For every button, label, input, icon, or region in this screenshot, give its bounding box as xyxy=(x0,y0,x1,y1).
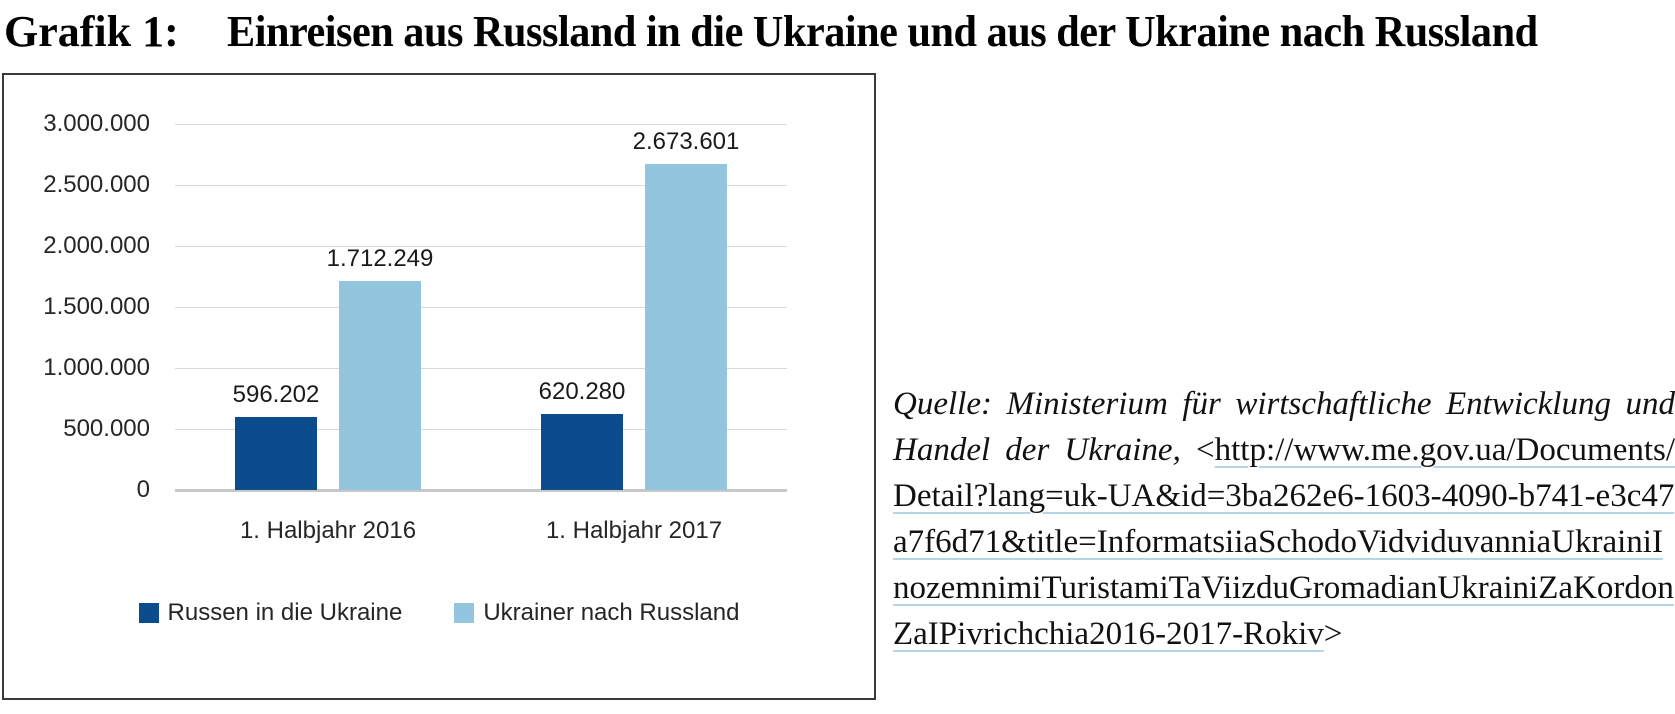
gridline xyxy=(175,429,787,430)
gridline xyxy=(175,489,787,492)
legend-label: Russen in die Ukraine xyxy=(167,599,403,626)
source-url-close-bracket: > xyxy=(1323,616,1343,652)
bar-value-label: 2.673.601 xyxy=(632,128,740,155)
gridline xyxy=(175,368,787,369)
bar-dark-cat2 xyxy=(541,414,623,490)
gridline xyxy=(175,246,787,247)
gridline xyxy=(175,307,787,308)
figure-title: Grafik 1: Einreisen aus Russland in die … xyxy=(4,6,1673,64)
bar-dark-cat1 xyxy=(235,417,317,490)
source-link[interactable]: http://www.me.gov.ua/Documents/Detail?la… xyxy=(893,432,1675,652)
source-citation: Quelle: Ministerium für wirtschaftliche … xyxy=(893,381,1675,657)
source-url-open-bracket: < xyxy=(1195,432,1215,468)
x-axis-category-label: 1. Halbjahr 2016 xyxy=(239,517,417,544)
legend-swatch-icon xyxy=(138,603,159,623)
bar-light-cat2 xyxy=(645,164,727,490)
y-axis-tick-label: 2.500.000 xyxy=(43,171,150,198)
figure-title-text: Einreisen aus Russland in die Ukraine un… xyxy=(226,7,1538,56)
source-text: Quelle: Ministerium für wirtschaftliche … xyxy=(893,386,1675,468)
figure-number-label: Grafik 1: xyxy=(4,7,179,56)
x-axis-category-label: 1. Halbjahr 2017 xyxy=(545,517,723,544)
legend-swatch-icon xyxy=(454,603,475,623)
bar-chart: 3.000.000 2.500.000 2.000.000 1.500.000 1.00… xyxy=(2,73,876,700)
y-axis-tick-label: 1.000.000 xyxy=(43,354,150,381)
gridline xyxy=(175,124,787,125)
bar-value-label: 1.712.249 xyxy=(326,245,434,272)
y-axis-tick-label: 0 xyxy=(136,476,150,503)
legend-item: Ukrainer nach Russland xyxy=(454,599,739,627)
y-axis-tick-label: 3.000.000 xyxy=(43,110,150,137)
bar-light-cat1 xyxy=(339,281,421,490)
bar-value-label: 596.202 xyxy=(232,381,320,408)
bar-value-label: 620.280 xyxy=(538,378,626,405)
y-axis-tick-label: 500.000 xyxy=(63,415,150,442)
y-axis-tick-label: 1.500.000 xyxy=(43,293,150,320)
gridline xyxy=(175,185,787,186)
chart-legend: Russen in die Ukraine Ukrainer nach Russl… xyxy=(4,599,874,627)
legend-label: Ukrainer nach Russland xyxy=(483,599,740,626)
y-axis-tick-label: 2.000.000 xyxy=(43,232,150,259)
legend-item: Russen in die Ukraine xyxy=(138,599,403,627)
